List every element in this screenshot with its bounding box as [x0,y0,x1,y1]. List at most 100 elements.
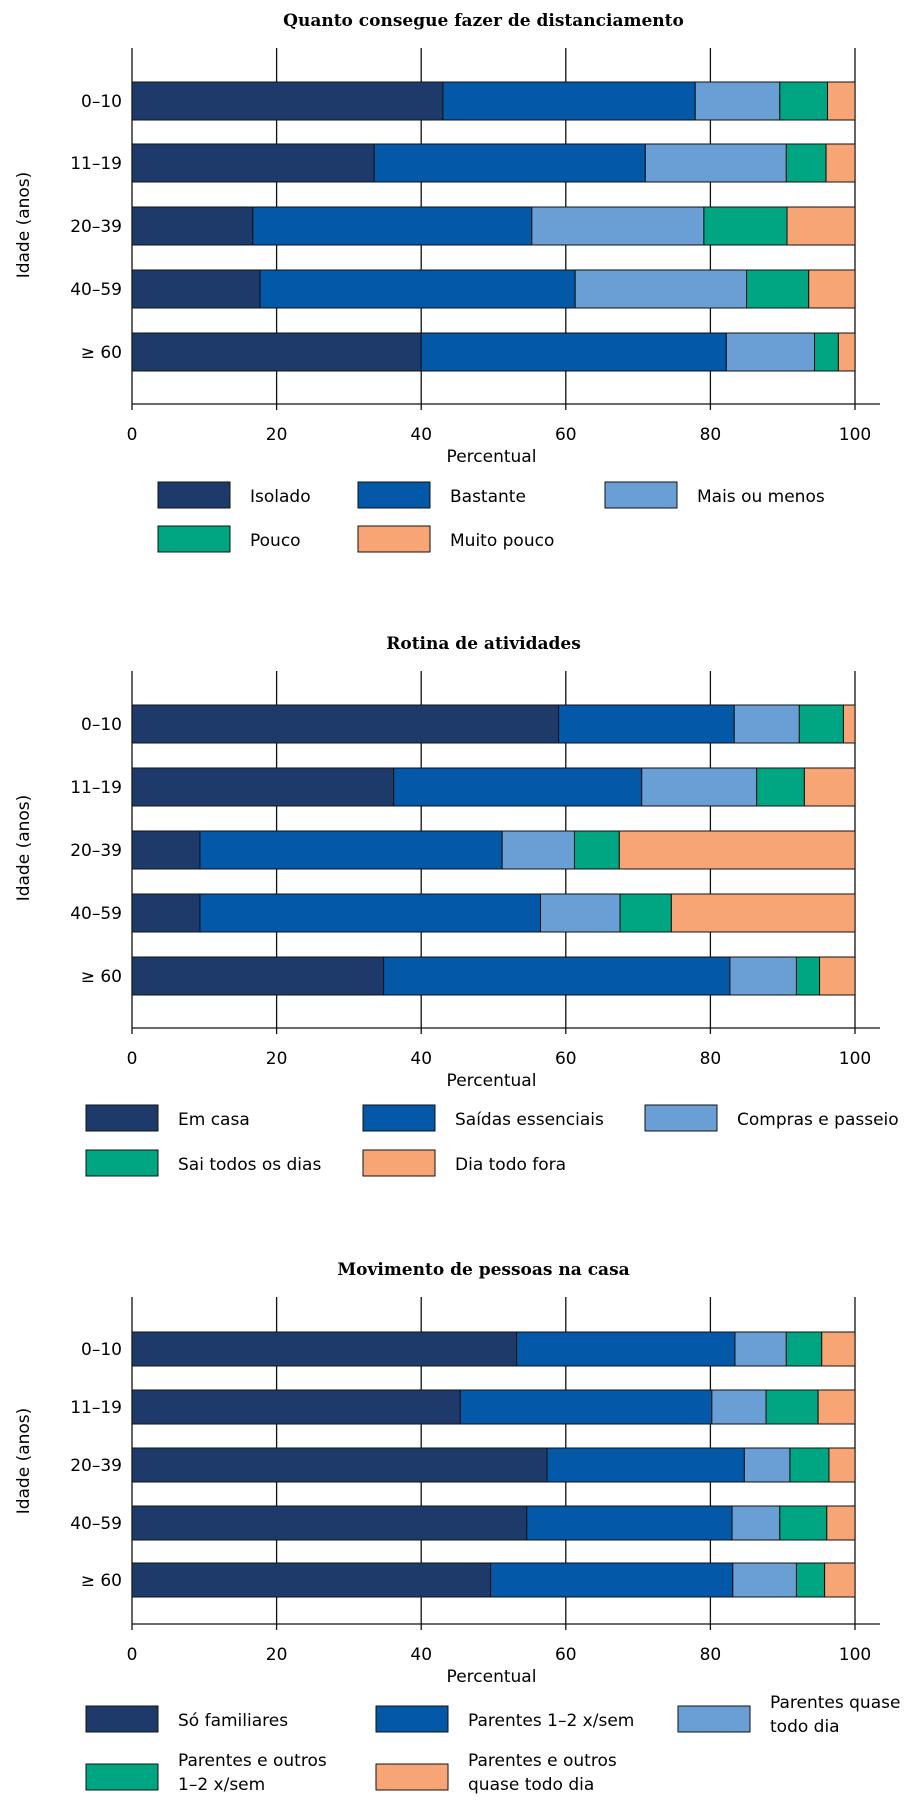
chart-panel-3: Movimento de pessoas na casa 0 20 40 60 80 100… [14,1260,900,1795]
x-tick-label: 60 [555,1645,577,1665]
bar-segment [819,956,856,996]
category-label: 20–39 [70,217,122,237]
legend-swatch [157,525,231,553]
legend-item: Dia todo fora [362,1149,566,1177]
bar-segment [827,81,856,121]
bar-segment [516,1331,736,1367]
bar-segment [711,1389,767,1425]
bar-segment [539,893,621,933]
legend-item: Parentes e outros 1–2 x/sem [85,1751,327,1795]
legend-item: Parentes e outros quase todo dia [375,1751,617,1795]
bar-segment [131,704,560,744]
bar-segment [786,206,856,246]
x-tick-label: 0 [127,425,138,445]
bar-segment [131,332,422,372]
legend-swatch [357,481,431,509]
category-label: ≥ 60 [81,1571,122,1591]
bar-segment [641,767,758,807]
legend-swatch [644,1104,718,1132]
x-tick-label: 20 [266,1049,288,1069]
legend-label: Só familiares [178,1711,288,1731]
legend-swatch [357,525,431,553]
legend-label: Muito pouco [450,531,554,551]
x-tick-label: 60 [555,425,577,445]
bar-segment [814,332,839,372]
bar-segment [383,956,731,996]
bar-segment [779,1505,828,1541]
y-axis-label: Idade (anos) [14,172,34,279]
bar-segment [842,704,856,744]
bar-segment [442,81,696,121]
bar-segment [252,206,533,246]
category-label: 0–10 [81,92,122,112]
legend-swatch [362,1149,436,1177]
bar-segment [558,704,735,744]
legend-swatch [85,1705,159,1733]
bar-segment [756,767,805,807]
chart-title: Rotina de atividades [386,634,581,654]
category-label: 11–19 [70,778,122,798]
bar-segment [824,1562,856,1598]
x-axis-label: Percentual [447,1071,537,1091]
category-label: 20–39 [70,841,122,861]
legend-label-line: todo dia [770,1717,840,1737]
bar-segment [459,1389,713,1425]
bar-segment [619,893,672,933]
x-tick-label: 20 [266,1645,288,1665]
legend-item: Sai todos os dias [85,1149,321,1177]
bar-segment [644,143,787,183]
bar-segment [501,830,575,870]
category-label: ≥ 60 [81,343,122,363]
x-tick-label: 80 [700,1645,722,1665]
bar-segment [526,1505,733,1541]
legend-label-line: 1–2 x/sem [178,1775,265,1795]
bar-segment [746,269,810,309]
bar-segment [259,269,576,309]
legend-swatch [362,1104,436,1132]
legend-item: Pouco [157,525,301,553]
x-tick-label: 80 [700,425,722,445]
legend-label: Dia todo fora [455,1155,566,1175]
legend-item: Mais ou menos [604,481,825,509]
bar-segment [789,1447,830,1483]
bar-segment [821,1331,856,1367]
bar-segment [765,1389,819,1425]
legend-swatch [677,1705,751,1733]
legend-swatch [85,1763,159,1791]
legend-item: Em casa [85,1104,250,1132]
legend-label: Bastante [450,487,526,507]
bar-segment [732,1562,797,1598]
category-label: 40–59 [70,280,122,300]
bar-segment [131,1562,492,1598]
x-tick-label: 100 [839,1049,871,1069]
y-axis-label: Idade (anos) [14,795,34,902]
bar-segment [795,1562,826,1598]
x-tick-label: 100 [839,425,871,445]
x-axis-label: Percentual [447,447,537,467]
bar-segment [731,1505,781,1541]
legend-label: Pouco [250,531,301,551]
bar-segment [734,1331,787,1367]
legend-label: Compras e passeio [737,1110,899,1130]
bar-segment [803,767,856,807]
legend-label: Parentes 1–2 x/sem [468,1711,634,1731]
bar-segment [573,830,620,870]
bar-segment [785,143,827,183]
legend-label: Em casa [178,1110,250,1130]
legend-label: Parentes quase todo dia [770,1693,900,1737]
legend-label-line: Parentes quase [770,1693,900,1713]
legend-label: Isolado [250,487,311,507]
bar-segment [393,767,643,807]
legend-label: Parentes e outros quase todo dia [468,1751,617,1795]
legend-swatch [375,1763,449,1791]
bar-segment [574,269,748,309]
x-tick-label: 20 [266,425,288,445]
chart-title: Quanto consegue fazer de distanciamento [283,11,684,31]
bar-segment [131,1505,528,1541]
bar-segment [490,1562,734,1598]
legend-label: Mais ou menos [697,487,825,507]
bar-segment [131,1331,518,1367]
bar-segment [743,1447,791,1483]
category-label: 0–10 [81,715,122,735]
category-label: 40–59 [70,1514,122,1534]
